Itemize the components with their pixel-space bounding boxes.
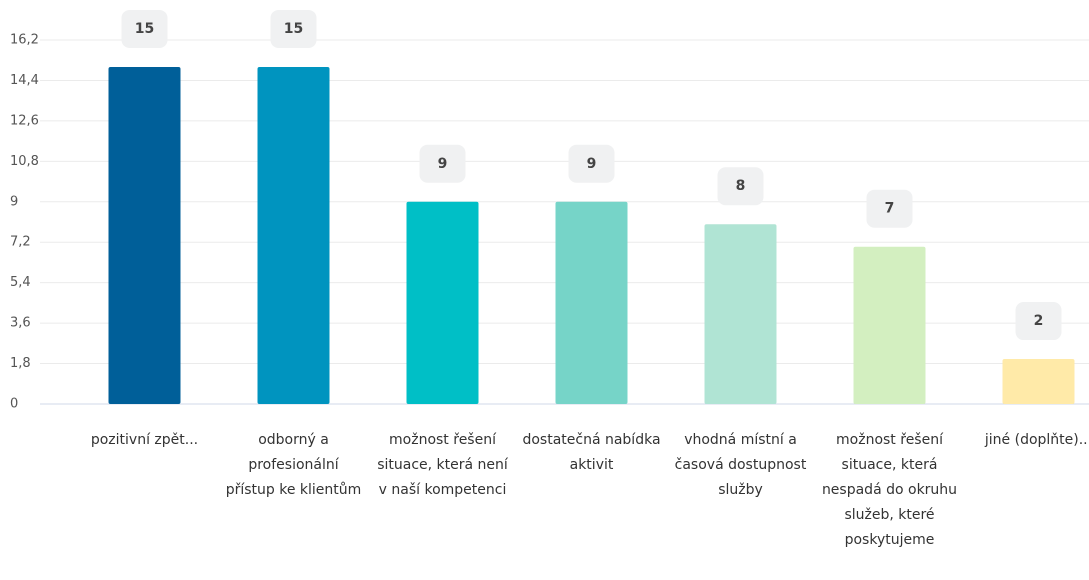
y-tick-label: 10,8 [10,154,39,169]
bar [257,66,330,405]
bar [1002,359,1075,404]
y-tick-label: 3,6 [10,316,31,331]
value-label: 7 [885,201,895,217]
value-label: 15 [284,21,303,37]
y-tick-label: 7,2 [10,235,31,250]
value-label-box [717,167,764,206]
y-tick-label: 14,4 [10,73,39,88]
x-tick-label: pozitivní zpět... [90,432,199,448]
y-tick-label: 9 [10,194,18,209]
value-label: 2 [1034,313,1044,329]
y-tick-label: 1,8 [10,356,31,371]
x-tick-label: dostatečná nabídka aktivit [522,432,661,473]
value-label: 15 [135,21,154,37]
x-tick-label: odborný a profesionální přístup ke klien… [225,432,362,498]
value-label-box [270,9,317,48]
y-tick-label: 5,4 [10,275,31,290]
bar [853,246,926,404]
value-label: 8 [736,178,746,194]
value-label-box [121,9,168,48]
value-label-box [568,144,615,183]
y-tick-label: 16,2 [10,33,39,48]
value-label-box [1015,302,1062,341]
value-label-box [419,144,466,183]
bar [555,201,628,404]
value-label: 9 [587,156,597,172]
bar [704,224,777,404]
y-tick-label: 12,6 [10,113,39,128]
x-tick-label: možnost řešení situace, která nespadá do… [821,432,958,548]
x-tick-label: možnost řešení situace, která není v naš… [377,432,508,498]
bar [406,201,479,404]
x-tick-label: jiné (doplňte)... [984,432,1089,448]
value-label: 9 [438,156,448,172]
y-tick-label: 0 [10,397,18,412]
value-label-box [866,189,913,228]
x-tick-label: vhodná místní a časová dostupnost služby [674,432,807,498]
bar [108,66,181,405]
